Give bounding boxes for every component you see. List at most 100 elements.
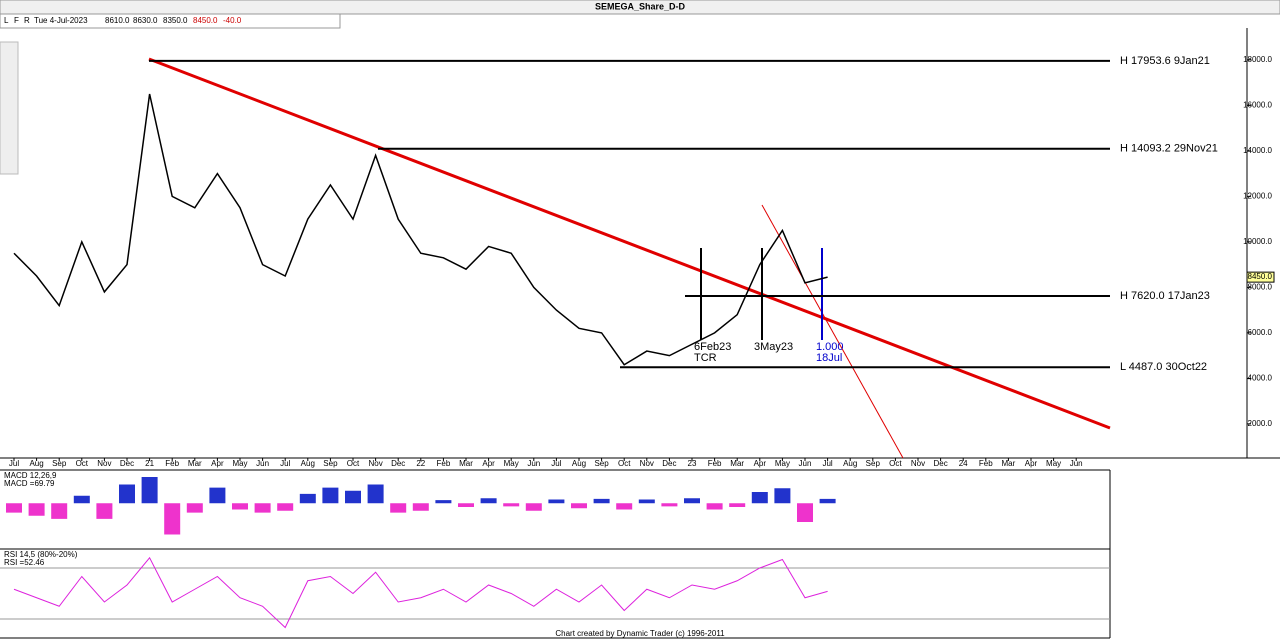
macd-bar <box>503 503 520 507</box>
x-tick-label: Dec <box>933 459 947 468</box>
macd-bar <box>819 498 836 504</box>
level-label: H 14093.2 29Nov21 <box>1120 143 1218 155</box>
rsi-value: RSI =52.46 <box>4 558 45 567</box>
annotation: TCR <box>694 352 717 364</box>
y-tick-label: 6000.0 <box>1248 328 1273 337</box>
macd-bar <box>412 503 429 511</box>
x-tick-label: Nov <box>97 459 111 468</box>
x-tick-label: Apr <box>482 459 495 468</box>
macd-bar <box>96 503 113 519</box>
toolbar-l[interactable]: L <box>4 16 9 25</box>
info-low: 8350.0 <box>163 16 188 25</box>
drawing-tools[interactable] <box>0 41 19 175</box>
x-tick-label: Oct <box>347 459 360 468</box>
info-open: 8610.0 <box>105 16 130 25</box>
annotation: 18Jul <box>816 352 842 364</box>
x-tick-label: 21 <box>145 459 154 468</box>
last-price-box <box>1246 271 1275 283</box>
macd-bar <box>345 490 361 504</box>
y-tick-label: 14000.0 <box>1243 146 1272 155</box>
x-tick-label: Oct <box>889 459 902 468</box>
x-tick-label: Jul <box>9 459 19 468</box>
annotation: 6Feb23 <box>694 341 731 353</box>
macd-bar <box>729 503 746 507</box>
toolbar-f[interactable]: F <box>14 16 19 25</box>
macd-bar <box>638 499 655 504</box>
x-tick-label: Mar <box>730 459 744 468</box>
macd-bar <box>480 498 497 504</box>
x-tick-label: May <box>504 459 519 468</box>
price-line <box>13 93 828 366</box>
x-tick-label: Feb <box>708 459 722 468</box>
footer: Chart created by Dynamic Trader (c) 1996… <box>555 629 725 638</box>
macd-bar <box>232 503 248 510</box>
x-tick-label: Jun <box>527 459 540 468</box>
x-tick-label: Oct <box>618 459 631 468</box>
x-tick-label: Mar <box>188 459 202 468</box>
y-tick-label: 16000.0 <box>1243 100 1272 109</box>
y-tick-label: 2000.0 <box>1248 419 1273 428</box>
macd-bar <box>390 503 407 513</box>
info-close: 8450.0 <box>193 16 218 25</box>
y-tick-label: 12000.0 <box>1243 191 1272 200</box>
x-tick-label: Sep <box>594 459 609 468</box>
x-tick-label: 22 <box>416 459 425 468</box>
macd-bar <box>73 495 90 504</box>
x-tick-label: Mar <box>459 459 473 468</box>
x-tick-label: Oct <box>76 459 89 468</box>
macd-value: MACD =69.79 <box>4 479 55 488</box>
level-label: L 4487.0 30Oct22 <box>1120 361 1207 373</box>
macd-bar <box>277 503 294 511</box>
x-tick-label: Apr <box>1025 459 1038 468</box>
chart-title: SEMEGA_Share_D-D <box>595 1 686 11</box>
last-price-label: 8450.0 <box>1248 272 1273 281</box>
macd-bar <box>141 477 158 504</box>
x-tick-label: Jul <box>822 459 832 468</box>
x-tick-label: Feb <box>437 459 451 468</box>
macd-bar <box>548 499 565 504</box>
y-tick-label: 18000.0 <box>1243 55 1272 64</box>
y-tick-label: 10000.0 <box>1243 237 1272 246</box>
macd-bar <box>209 487 226 504</box>
macd-bar <box>164 503 181 535</box>
x-tick-label: Jul <box>280 459 290 468</box>
x-tick-label: 23 <box>688 459 697 468</box>
macd-bar <box>661 503 678 507</box>
x-tick-label: May <box>775 459 790 468</box>
x-tick-label: 24 <box>959 459 968 468</box>
x-tick-label: May <box>232 459 247 468</box>
macd-bar <box>616 503 633 510</box>
x-tick-label: Dec <box>662 459 676 468</box>
macd-bar <box>51 503 68 519</box>
x-tick-label: Dec <box>120 459 134 468</box>
level-label: H 7620.0 17Jan23 <box>1120 290 1210 302</box>
x-tick-label: Sep <box>866 459 881 468</box>
x-tick-label: Aug <box>572 459 586 468</box>
x-tick-label: Feb <box>165 459 179 468</box>
x-tick-label: Dec <box>391 459 405 468</box>
macd-bar <box>571 503 587 509</box>
macd-bar <box>186 503 203 513</box>
x-tick-label: May <box>1046 459 1061 468</box>
macd-bar <box>525 503 542 511</box>
x-tick-label: Jun <box>1070 459 1083 468</box>
x-tick-label: Jun <box>256 459 269 468</box>
x-tick-label: Apr <box>211 459 224 468</box>
toolbar-r[interactable]: R <box>24 16 30 25</box>
macd-bar <box>254 503 271 513</box>
macd-bar <box>706 503 723 510</box>
x-tick-label: Sep <box>52 459 67 468</box>
macd-bar <box>751 492 768 504</box>
x-tick-label: Jul <box>551 459 561 468</box>
x-tick-label: Aug <box>301 459 315 468</box>
macd-bar <box>6 503 22 513</box>
x-tick-label: Nov <box>640 459 654 468</box>
y-tick-label: 8000.0 <box>1248 282 1273 291</box>
x-tick-label: Feb <box>979 459 993 468</box>
macd-bar <box>28 503 45 516</box>
x-tick-label: Aug <box>843 459 857 468</box>
x-tick-label: Aug <box>29 459 43 468</box>
info-high: 8630.0 <box>133 16 158 25</box>
